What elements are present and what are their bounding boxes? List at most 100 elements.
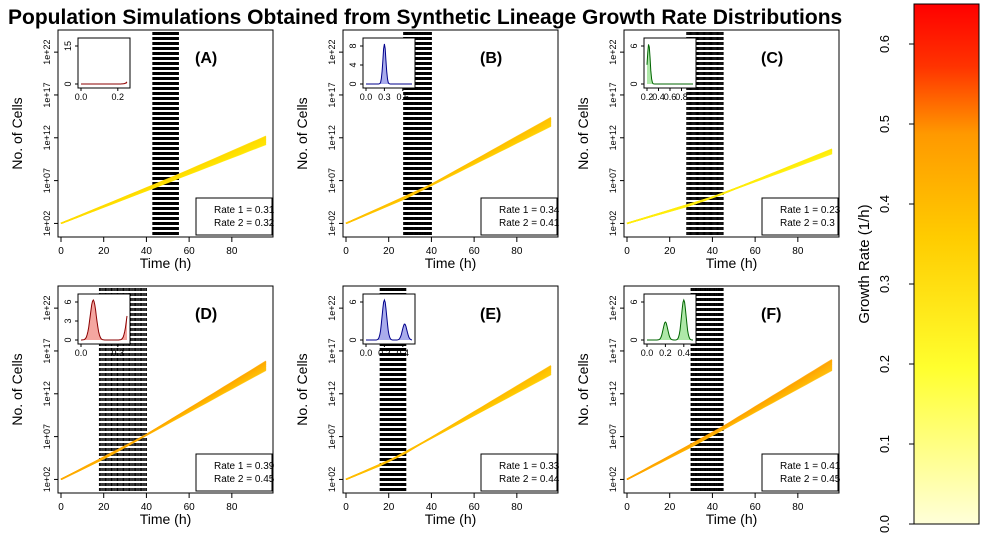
inset-y-tick-label: 6 [348,299,358,304]
colorbar: Growth Rate (1/h) 0.0 0.1 0.2 0.3 0.4 0.5 0.6 [856,3,980,533]
inset-y-tick-label: 6 [629,43,639,48]
x-axis-label: Time (h) [140,255,192,271]
inset-x-tick-label: 0.2 [641,92,654,102]
inset-y-tick-label: 3 [63,318,73,323]
colorbar-gradient [913,3,980,525]
inset-density-fill [647,300,693,340]
y-axis-label: No. of Cells [9,353,25,425]
colorbar-tick-label: 0.0 [877,515,892,533]
x-tick-label: 0 [624,246,630,257]
rate-2-text: Rate 2 = 0.45 [780,474,841,485]
plot-frame [623,285,840,494]
x-tick-label: 0 [58,246,64,257]
plot-frame [342,29,559,238]
inset-x-tick-label: 0.6 [397,92,410,102]
x-tick-label: 80 [792,502,804,513]
y-tick-label: 1e+17 [42,338,52,363]
inset-y-tick-label: 0 [63,337,73,342]
inset-density-line [81,81,128,85]
y-tick-label: 1e+02 [608,467,618,492]
x-tick-label: 80 [511,502,523,513]
y-tick-label: 1e+17 [608,338,618,363]
inset-density-line [647,298,693,341]
y-tick-label: 1e+07 [608,168,618,193]
inset-x-tick-label: 0.2 [112,92,125,102]
inset-density-line [646,44,693,85]
x-tick-label: 60 [750,246,762,257]
growth-curve [626,148,833,225]
inset-density-line [366,43,412,85]
x-tick-label: 0 [624,502,630,513]
inset-y-tick-label: 0 [629,81,639,86]
y-tick-label: 1e+07 [42,424,52,449]
inset-y-tick-label: 0 [348,81,358,86]
inset-density-fill [81,300,127,340]
y-tick-label: 1e+12 [327,381,337,406]
growth-curve [60,360,267,481]
x-tick-label: 20 [383,246,395,257]
rate-legend [761,197,839,236]
inset-frame [362,37,416,89]
y-tick-label: 1e+22 [42,295,52,320]
x-tick-label: 40 [426,246,438,257]
growth-curve [345,116,552,225]
rate-legend [480,453,558,492]
x-tick-label: 20 [98,246,110,257]
inset-x-tick-label: 0.0 [360,348,373,358]
x-tick-label: 40 [707,502,719,513]
inset-x-tick-label: 0.4 [652,92,665,102]
rate-1-text: Rate 1 = 0.39 [214,461,275,472]
x-tick-label: 80 [226,246,238,257]
inset-x-tick-label: 0.4 [397,348,410,358]
y-tick-label: 1e+07 [42,168,52,193]
x-tick-label: 80 [792,246,804,257]
rate-2-text: Rate 2 = 0.32 [214,218,275,229]
panel-0: 0 20 40 60 80 1e+02 1e+07 1e+12 1e+17 1e+22 Time (… [9,29,275,271]
x-tick-label: 20 [664,502,676,513]
rate-legend [480,197,558,236]
x-axis-label: Time (h) [706,511,758,527]
rate-2-text: Rate 2 = 0.41 [499,218,560,229]
rate-legend [195,197,273,236]
y-axis-label: No. of Cells [575,97,591,169]
rate-2-text: Rate 2 = 0.3 [780,218,835,229]
inset-density-line [366,298,413,341]
inset-x-tick-label: 0.0 [75,348,88,358]
inset-frame [77,37,131,89]
y-tick-label: 1e+07 [608,424,618,449]
y-tick-label: 1e+02 [327,211,337,236]
panel-label: (C) [761,50,783,67]
inset-y-tick-label: 15 [63,41,73,51]
panel-label: (D) [195,306,217,323]
rate-legend [195,453,273,492]
plot-frame [57,29,274,238]
y-tick-label: 1e+17 [608,82,618,107]
x-tick-label: 20 [664,246,676,257]
x-axis-label: Time (h) [425,255,477,271]
x-tick-label: 60 [750,502,762,513]
plot-frame [342,285,559,494]
x-tick-label: 60 [469,502,481,513]
colorbar-tick-label: 0.5 [877,115,892,133]
inset-x-tick-label: 0.4 [678,348,691,358]
x-tick-label: 40 [141,502,153,513]
growth-curve [60,135,267,225]
rate-2-text: Rate 2 = 0.45 [214,474,275,485]
inset-y-tick-label: 6 [629,299,639,304]
colorbar-tick-label: 0.1 [877,435,892,453]
colorbar-tick-label: 0.2 [877,355,892,373]
rate-1-text: Rate 1 = 0.33 [499,461,560,472]
y-tick-label: 1e+17 [327,338,337,363]
x-axis-label: Time (h) [140,511,192,527]
rate-1-text: Rate 1 = 0.31 [214,205,275,216]
rate-1-text: Rate 1 = 0.41 [780,461,841,472]
y-tick-label: 1e+12 [42,125,52,150]
colorbar-tick-label: 0.3 [877,275,892,293]
colorbar-tick-label: 0.4 [877,195,892,213]
x-tick-label: 0 [343,246,349,257]
y-axis-label: No. of Cells [294,97,310,169]
